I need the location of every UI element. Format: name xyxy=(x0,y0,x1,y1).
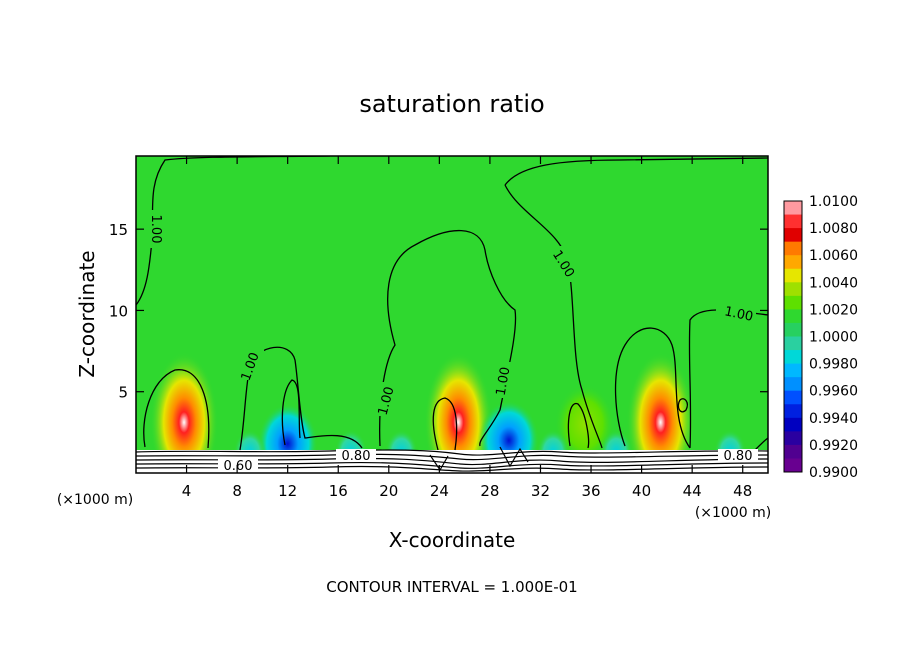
colorbar-label: 0.9980 xyxy=(809,357,858,373)
y-tick-label: 10 xyxy=(109,302,128,320)
colorbar-swatch xyxy=(784,377,802,392)
colorbar-frame xyxy=(783,200,803,473)
y-axis: 5 10 15 xyxy=(109,221,768,402)
x-unit-left: (×1000 m) xyxy=(57,492,133,508)
colorbar-label: 0.9920 xyxy=(809,438,858,454)
x-axis: 4 8 12 16 20 24 28 32 36 40 44 48 xyxy=(182,156,752,500)
plot-frame xyxy=(135,155,769,474)
x-tick-label: 16 xyxy=(329,482,348,500)
colorbar-label: 1.0040 xyxy=(809,275,858,291)
contour-interval-note: CONTOUR INTERVAL = 1.000E-01 xyxy=(326,578,577,596)
colorbar-swatch xyxy=(784,295,802,310)
x-tick-label: 36 xyxy=(581,482,600,500)
colorbar-swatch xyxy=(784,404,802,419)
colorbar-swatch xyxy=(784,444,802,459)
colorbar-swatch xyxy=(784,322,802,337)
plot-area: 1.00 1.00 1.00 1.00 1.00 1.00 0.60 0.80 … xyxy=(136,156,768,474)
y-tick-label: 5 xyxy=(118,384,128,402)
colorbar-swatch xyxy=(784,201,802,216)
chart-title: saturation ratio xyxy=(359,90,544,118)
field-hotspot-high xyxy=(626,352,695,473)
ground-contours xyxy=(136,446,768,472)
x-tick-label: 28 xyxy=(480,482,499,500)
colorbar-label: 1.0020 xyxy=(809,302,858,318)
colorbar-label: 1.0000 xyxy=(809,330,858,346)
field-hotspot-high xyxy=(150,352,219,473)
field-hotspot-high xyxy=(424,352,493,473)
x-tick-label: 24 xyxy=(430,482,449,500)
contour-label-group: 1.00 1.00 1.00 1.00 1.00 1.00 0.60 0.80 … xyxy=(144,210,758,474)
colorbar-label: 0.9960 xyxy=(809,384,858,400)
colorbar-swatch xyxy=(784,214,802,229)
contour-label: 1.00 xyxy=(723,304,754,325)
x-unit-right: (×1000 m) xyxy=(695,505,771,521)
x-tick-label: 20 xyxy=(379,482,398,500)
x-axis-label: X-coordinate xyxy=(389,528,516,552)
colorbar-swatch xyxy=(784,458,802,473)
colorbar-swatch xyxy=(784,336,802,351)
colorbar-swatch xyxy=(784,268,802,283)
x-tick-label: 4 xyxy=(182,482,192,500)
colorbar-swatch xyxy=(784,241,802,256)
y-tick-label: 15 xyxy=(109,221,128,239)
contour-label: 1.00 xyxy=(494,366,514,397)
x-tick-label: 44 xyxy=(683,482,702,500)
colorbar-swatch xyxy=(784,228,802,243)
x-tick-label: 12 xyxy=(278,482,297,500)
y-axis-label: Z-coordinate xyxy=(75,250,99,377)
colorbar-swatch xyxy=(784,390,802,405)
colorbar-swatch xyxy=(784,363,802,378)
contour-label: 0.80 xyxy=(724,449,753,464)
x-tick-label: 48 xyxy=(733,482,752,500)
x-tick-label: 32 xyxy=(531,482,550,500)
contour-label: 0.60 xyxy=(224,459,253,474)
contour-label: 1.00 xyxy=(376,385,398,417)
colorbar-swatch xyxy=(784,255,802,270)
colorbar-swatch xyxy=(784,431,802,446)
colorbar-label: 1.0080 xyxy=(809,221,858,237)
contour-label: 1.00 xyxy=(148,215,163,244)
colorbar-label: 0.9900 xyxy=(809,465,858,481)
contour-label: 0.80 xyxy=(342,449,371,464)
colorbar-label: 0.9940 xyxy=(809,411,858,427)
colorbar-swatch xyxy=(784,417,802,432)
colorbar-swatch xyxy=(784,282,802,297)
colorbar-label: 1.0060 xyxy=(809,248,858,264)
colorbar: 1.0100 1.0080 1.0060 1.0040 1.0020 1.0000 0.99… xyxy=(783,194,858,481)
x-tick-label: 8 xyxy=(232,482,242,500)
x-tick-label: 40 xyxy=(632,482,651,500)
colorbar-swatch xyxy=(784,350,802,365)
colorbar-swatch xyxy=(784,309,802,324)
colorbar-label: 1.0100 xyxy=(809,194,858,210)
